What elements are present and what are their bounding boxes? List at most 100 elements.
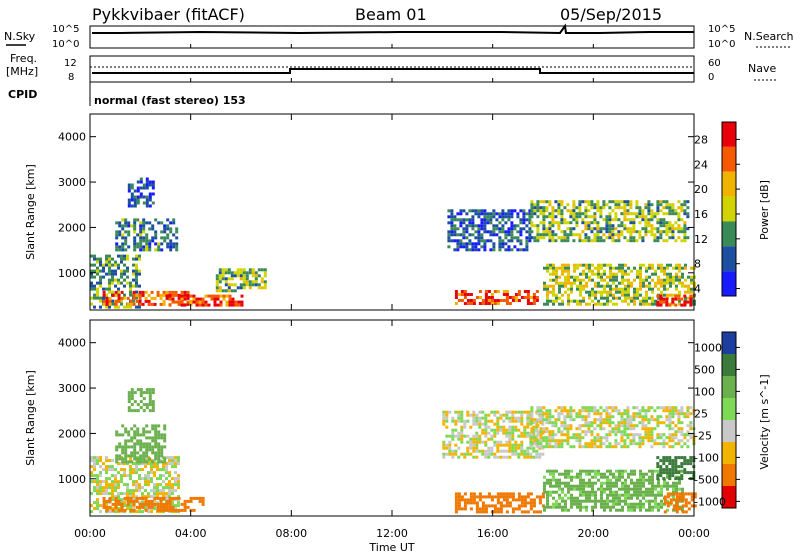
data-cell (151, 201, 155, 205)
data-cell (145, 236, 149, 240)
data-cell (165, 486, 168, 490)
data-cell (469, 413, 473, 417)
data-cell (460, 507, 464, 511)
data-cell (672, 496, 675, 500)
data-cell (650, 415, 654, 419)
data-cell (519, 233, 523, 237)
data-cell (639, 287, 642, 291)
data-cell (630, 493, 633, 497)
data-cell (132, 299, 135, 303)
data-cell (240, 303, 244, 307)
data-cell (627, 287, 630, 291)
data-cell (457, 419, 461, 423)
data-cell (558, 472, 561, 476)
data-cell (599, 442, 603, 446)
data-cell (102, 296, 105, 300)
data-cell (606, 296, 609, 300)
data-cell (118, 245, 122, 249)
data-cell (689, 456, 693, 460)
data-cell (606, 469, 609, 473)
data-cell (623, 445, 627, 449)
data-cell (546, 302, 549, 306)
noise-panel: N.Sky 10^5 10^0 10^5 10^0 N.Search (4, 23, 794, 50)
data-cell (587, 409, 591, 413)
data-cell (447, 230, 451, 234)
data-cell (557, 203, 561, 207)
data-cell (624, 469, 627, 473)
data-cell (147, 462, 150, 466)
data-cell (603, 287, 606, 291)
data-cell (645, 299, 648, 303)
data-cell (484, 455, 488, 459)
data-cell (594, 272, 597, 276)
data-cell (520, 446, 524, 450)
data-cell (666, 272, 669, 276)
data-cell (454, 290, 458, 293)
data-cell (662, 439, 666, 443)
data-cell (660, 502, 663, 506)
data-cell (530, 412, 534, 416)
data-cell (139, 460, 143, 464)
data-cell (114, 496, 118, 500)
data-cell (594, 296, 597, 300)
data-cell (551, 236, 555, 240)
data-cell (541, 452, 545, 456)
data-cell (630, 284, 633, 288)
data-cell (602, 218, 606, 222)
data-cell (514, 446, 518, 450)
data-cell (555, 296, 558, 300)
data-cell (99, 492, 102, 496)
data-cell (576, 284, 579, 288)
data-cell (481, 452, 485, 456)
data-cell (511, 410, 515, 414)
data-cell (251, 280, 255, 284)
data-cell (582, 284, 585, 288)
data-cell (677, 294, 681, 298)
data-cell (546, 284, 549, 288)
data-cell (690, 290, 693, 294)
data-cell (514, 416, 518, 420)
data-cell (105, 299, 109, 303)
data-cell (590, 409, 594, 413)
data-cell (487, 419, 491, 423)
data-cell (666, 281, 669, 285)
data-cell (626, 418, 630, 422)
data-cell (588, 490, 591, 494)
data-cell (508, 455, 512, 459)
data-cell (475, 419, 479, 423)
data-cell (133, 400, 137, 404)
data-cell (629, 442, 633, 446)
data-cell (239, 277, 243, 281)
data-cell (671, 462, 675, 466)
data-cell (472, 437, 476, 441)
data-cell (621, 508, 624, 512)
data-cell (115, 460, 119, 464)
data-cell (96, 281, 99, 285)
data-cell (620, 212, 624, 216)
data-cell (145, 391, 149, 395)
noise-right-tick-top: 10^5 (708, 24, 735, 35)
data-cell (665, 436, 669, 440)
data-cell (142, 409, 146, 413)
data-cell (121, 457, 125, 461)
data-cell (133, 224, 137, 228)
noise-sky-line (92, 23, 694, 35)
data-cell (148, 221, 152, 225)
data-cell (135, 496, 139, 500)
data-cell (599, 418, 603, 422)
data-cell (465, 236, 469, 240)
data-cell (129, 456, 132, 460)
data-cell (530, 445, 534, 449)
data-cell (219, 294, 223, 298)
data-cell (120, 299, 123, 303)
data-cell (96, 296, 99, 300)
data-cell (459, 209, 463, 213)
data-cell (638, 221, 642, 225)
freq-tick-top: 12 (64, 58, 77, 69)
data-cell (132, 272, 135, 276)
data-cell (93, 459, 96, 463)
data-cell (532, 498, 536, 502)
data-cell (584, 415, 588, 419)
data-cell (126, 502, 130, 506)
data-cell (154, 454, 158, 458)
